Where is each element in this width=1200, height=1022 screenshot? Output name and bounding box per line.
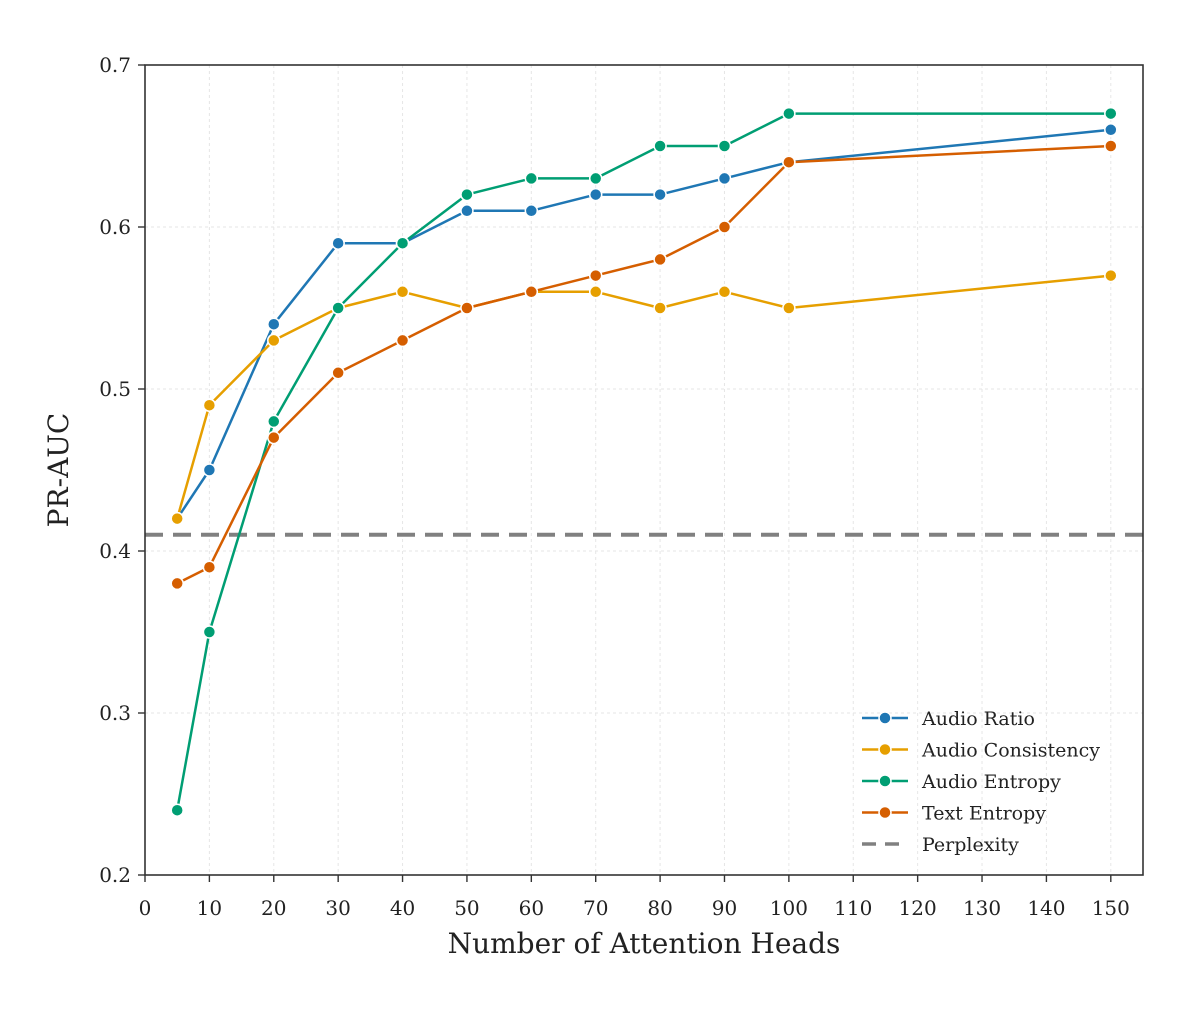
x-tick-label: 70 [583, 896, 608, 920]
data-point-audio-ratio [202, 463, 217, 477]
data-point-audio-ratio [267, 317, 281, 331]
data-point-audio-entropy [782, 106, 796, 121]
x-tick-label: 140 [1027, 896, 1065, 920]
data-point-audio-ratio [588, 187, 603, 202]
x-tick-label: 40 [390, 896, 415, 920]
data-point-text-entropy [782, 155, 796, 169]
data-point-audio-entropy [588, 171, 603, 186]
data-point-audio-ratio [460, 204, 474, 218]
y-tick-label: 0.3 [99, 701, 131, 725]
legend-swatch-marker [878, 711, 892, 725]
axes-layer: 0 10 20 30 40 50 60 70 80 90 100 110 120 130 140 150 0.2… [99, 53, 1144, 920]
data-point-audio-consistency [782, 301, 796, 315]
x-tick-label: 90 [712, 896, 737, 920]
x-tick-label: 0 [139, 896, 152, 920]
legend-swatch-marker [878, 805, 892, 820]
data-point-audio-entropy [331, 301, 345, 315]
x-tick-label: 150 [1092, 896, 1130, 920]
legend-label: Text Entropy [922, 803, 1046, 825]
data-point-text-entropy [460, 301, 474, 315]
data-point-text-entropy [331, 366, 345, 380]
x-tick-label: 110 [834, 896, 872, 920]
data-point-text-entropy [267, 430, 281, 445]
data-point-audio-entropy [460, 187, 474, 202]
data-point-audio-ratio [524, 204, 539, 218]
data-point-audio-consistency [395, 285, 410, 299]
y-axis-label: PR-AUC [42, 413, 75, 528]
x-tick-label: 20 [261, 896, 286, 920]
x-axis-label: Number of Attention Heads [448, 927, 841, 960]
data-point-audio-ratio [1104, 123, 1118, 137]
x-tick-label: 50 [454, 896, 479, 920]
series-layer [170, 106, 1118, 817]
data-point-audio-entropy [202, 625, 217, 639]
data-point-text-entropy [717, 220, 732, 234]
data-point-audio-consistency [588, 285, 603, 299]
y-tick-label: 0.7 [99, 53, 131, 77]
x-tick-label: 60 [519, 896, 544, 920]
legend-label: Audio Entropy [921, 771, 1061, 793]
x-tick-label: 130 [963, 896, 1001, 920]
series-line-audio-consistency [175, 274, 1111, 519]
data-point-text-entropy [395, 333, 410, 348]
x-tick-label: 10 [197, 896, 222, 920]
legend-swatch-marker [878, 774, 892, 788]
data-point-audio-consistency [170, 511, 184, 526]
x-tick-label: 80 [647, 896, 672, 920]
y-tick-label: 0.6 [99, 215, 131, 239]
legend-label: Audio Ratio [921, 708, 1035, 730]
data-point-audio-consistency [717, 285, 732, 299]
data-point-audio-entropy [267, 414, 281, 429]
data-point-audio-entropy [653, 139, 667, 153]
data-point-audio-entropy [170, 803, 184, 817]
data-point-text-entropy [170, 576, 184, 591]
plot-frame [144, 64, 1144, 876]
data-point-audio-consistency [653, 301, 667, 315]
data-point-audio-entropy [717, 139, 732, 153]
x-tick-label: 30 [325, 896, 350, 920]
legend: Audio Ratio Audio Consistency Audio Entrop… [862, 708, 1100, 856]
y-tick-label: 0.2 [99, 863, 131, 887]
legend-label: Perplexity [922, 834, 1019, 856]
data-point-audio-consistency [1104, 268, 1118, 283]
data-point-audio-consistency [202, 398, 217, 412]
data-point-audio-entropy [395, 236, 410, 250]
data-point-audio-entropy [1104, 106, 1118, 121]
series-line-audio-ratio [176, 128, 1111, 520]
legend-swatch-marker [878, 742, 892, 757]
data-point-audio-entropy [524, 171, 539, 186]
data-point-audio-ratio [653, 187, 667, 202]
data-point-text-entropy [588, 268, 603, 283]
data-point-audio-consistency [267, 333, 281, 348]
x-tick-label: 120 [899, 896, 937, 920]
data-point-text-entropy [653, 252, 667, 267]
data-point-audio-ratio [331, 236, 345, 250]
data-point-text-entropy [1104, 139, 1118, 153]
data-point-audio-ratio [717, 171, 732, 186]
series-line-audio-entropy [175, 112, 1111, 811]
x-tick-label: 100 [770, 896, 808, 920]
y-tick-label: 0.5 [99, 377, 131, 401]
data-point-text-entropy [524, 285, 539, 299]
data-point-text-entropy [202, 560, 217, 574]
series-line-text-entropy [176, 144, 1111, 585]
legend-label: Audio Consistency [921, 740, 1100, 762]
y-tick-label: 0.4 [99, 539, 131, 563]
